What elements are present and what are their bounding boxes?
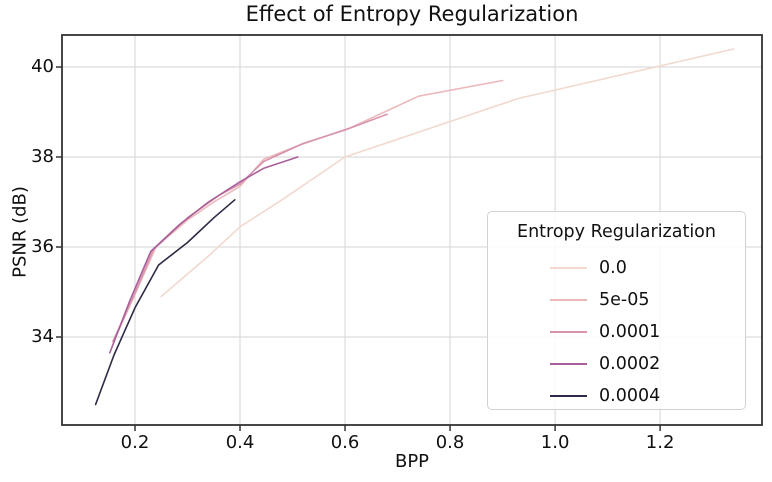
legend-title: Entropy Regularization: [517, 222, 716, 242]
legend-item: 0.0001: [488, 316, 745, 348]
legend-line-swatch: [550, 331, 587, 333]
legend-item: 5e-05: [488, 284, 745, 316]
legend-label: 0.0: [599, 258, 627, 278]
y-tick-label: 38: [31, 146, 54, 167]
y-tick-label: 40: [31, 55, 54, 77]
y-axis-label: PSNR (dB): [9, 186, 31, 278]
y-tick-label: 34: [31, 326, 54, 348]
y-tick-label: 36: [31, 236, 54, 257]
legend-item: 0.0: [488, 252, 745, 284]
legend-label: 5e-05: [599, 290, 650, 310]
x-axis-label: BPP: [394, 451, 430, 472]
legend-item: 0.0002: [488, 348, 745, 380]
series-line-0.0001: [112, 113, 388, 343]
legend-label: 0.0002: [599, 354, 661, 374]
legend-rows: 0.0 5e-05 0.0001 0.0002 0.0004: [488, 252, 745, 412]
legend-label: 0.0004: [599, 386, 661, 406]
legend-line-swatch: [550, 363, 587, 365]
series-line-0.0: [160, 48, 735, 298]
x-tick-label: 1.2: [645, 432, 675, 453]
x-tick-label: 0.8: [435, 432, 465, 453]
plot-border: [61, 34, 763, 426]
legend-label: 0.0001: [599, 322, 661, 342]
x-tick-label: 0.2: [120, 432, 150, 453]
legend-line-swatch: [550, 395, 587, 397]
legend-item: 0.0004: [488, 380, 745, 412]
legend-line-swatch: [550, 267, 587, 269]
chart-title: Effect of Entropy Regularization: [245, 2, 579, 26]
series-line-0.0002: [109, 156, 299, 354]
legend: Entropy Regularization 0.0 5e-05 0.0001 0.0…: [487, 211, 746, 410]
legend-line-swatch: [550, 299, 587, 301]
x-tick-label: 0.6: [330, 432, 360, 453]
x-tick-label: 1.0: [540, 432, 570, 453]
series-line-0.0004: [94, 199, 236, 406]
x-tick-label: 0.4: [225, 432, 255, 453]
series-line-5e-05: [115, 79, 504, 336]
